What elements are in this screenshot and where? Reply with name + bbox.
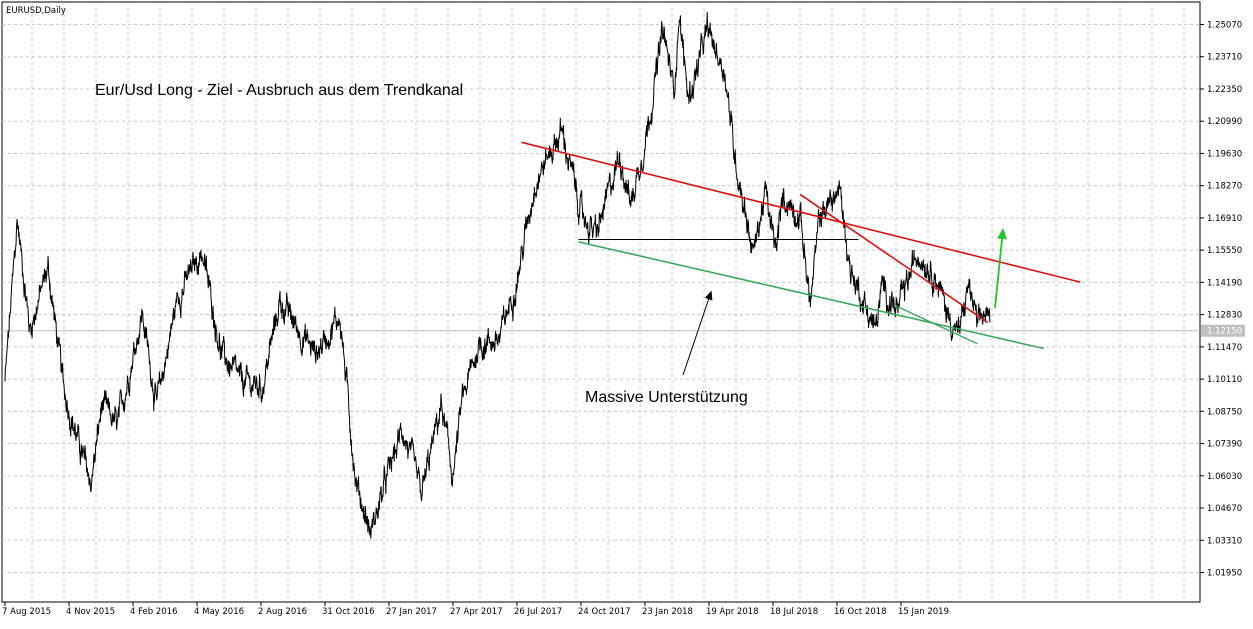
x-tick-label: 31 Oct 2016 [322, 607, 375, 617]
channel-lower-line [578, 241, 1045, 350]
downtrend-line [799, 193, 989, 324]
support-arrow [682, 290, 713, 376]
x-tick-label: 7 Aug 2015 [2, 607, 51, 617]
y-tick-label: 1.10110 [1207, 375, 1242, 385]
y-tick-label: 1.11470 [1207, 343, 1242, 353]
x-tick-label: 19 Apr 2018 [706, 607, 759, 617]
x-tick-label: 23 Jan 2018 [642, 607, 693, 617]
y-axis: 1.25070 1.23710 1.22350 1.20990 1.19630 1.182… [1200, 21, 1242, 579]
current-price-box [1201, 324, 1245, 337]
channel-upper-line [521, 141, 1081, 283]
y-tick-label: 1.01950 [1207, 569, 1242, 579]
y-tick-label: 1.20990 [1207, 117, 1242, 127]
y-tick-label: 1.18270 [1207, 182, 1242, 192]
y-tick-label: 1.06030 [1207, 472, 1242, 482]
x-tick-label: 4 Nov 2015 [66, 607, 115, 617]
x-tick-label: 27 Jan 2017 [386, 607, 437, 617]
y-tick-label: 1.04670 [1207, 504, 1242, 514]
y-tick-label: 1.23710 [1207, 53, 1242, 63]
x-tick-label: 4 Feb 2016 [130, 607, 178, 617]
y-tick-label: 1.03310 [1207, 536, 1242, 546]
trend-lines [521, 141, 1081, 376]
y-tick-label: 1.14190 [1207, 278, 1242, 288]
breakout-arrow [994, 228, 1008, 309]
current-price-label: 1.12150 [1207, 327, 1242, 337]
plot-frame [1, 1, 1201, 603]
y-tick-label: 1.08750 [1207, 407, 1242, 417]
grid [2, 2, 1200, 602]
price-series-line [4, 12, 991, 539]
wedge-lower-line [895, 305, 978, 345]
support-annotation: Massive Unterstützung [585, 389, 748, 406]
current-price: 1.12150 [2, 324, 1245, 337]
x-tick-label: 16 Oct 2018 [834, 607, 887, 617]
x-tick-label: 27 Apr 2017 [450, 607, 503, 617]
y-tick-label: 1.16910 [1207, 214, 1242, 224]
y-tick-label: 1.19630 [1207, 149, 1242, 159]
x-tick-label: 18 Jul 2018 [770, 607, 818, 617]
title-annotation: Eur/Usd Long - Ziel - Ausbruch aus dem T… [95, 82, 463, 99]
y-tick-label: 1.25070 [1207, 21, 1242, 31]
y-tick-label: 1.12830 [1207, 311, 1242, 321]
x-tick-label: 2 Aug 2016 [258, 607, 307, 617]
y-tick-label: 1.15550 [1207, 246, 1242, 256]
x-tick-label: 4 May 2016 [194, 607, 244, 617]
x-axis: 7 Aug 2015 4 Nov 2015 4 Feb 2016 4 May 2016… [2, 602, 949, 617]
y-tick-label: 1.22350 [1207, 85, 1242, 95]
x-tick-label: 26 Jul 2017 [514, 607, 562, 617]
y-tick-label: 1.07390 [1207, 440, 1242, 450]
x-tick-label: 15 Jan 2019 [898, 607, 949, 617]
x-tick-label: 24 Oct 2017 [578, 607, 631, 617]
symbol-label: EURUSD,Daily [6, 6, 66, 16]
